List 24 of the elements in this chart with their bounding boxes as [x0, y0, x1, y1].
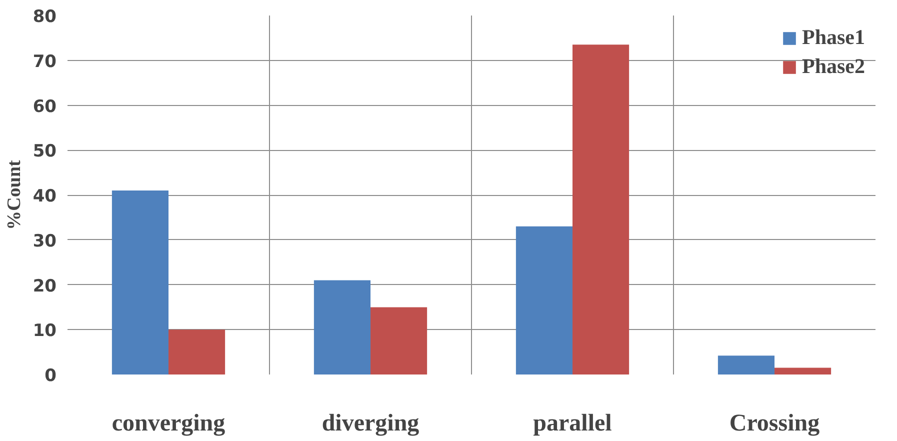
- bar: [516, 226, 572, 374]
- bar: [718, 356, 774, 374]
- bar: [572, 44, 630, 374]
- y-tick-label: 50: [32, 142, 57, 162]
- x-tick-label: diverging: [322, 410, 420, 436]
- y-tick-label: 0: [44, 366, 57, 386]
- y-tick-label: 20: [32, 276, 57, 296]
- y-tick-label: 40: [32, 186, 57, 206]
- y-tick-label: 80: [32, 7, 57, 27]
- bar: [168, 330, 226, 374]
- x-tick-label: Crossing: [729, 410, 820, 436]
- bar: [314, 280, 370, 374]
- x-tick-label: converging: [112, 410, 226, 436]
- legend-label: Phase1: [802, 25, 865, 50]
- x-tick-label: parallel: [533, 410, 612, 436]
- bar: [112, 190, 168, 374]
- bar: [774, 368, 832, 374]
- y-tick-label: 10: [32, 321, 57, 342]
- y-tick-label: 30: [32, 231, 57, 252]
- y-axis-title: %Count: [4, 159, 25, 230]
- legend-label: Phase2: [802, 54, 865, 79]
- y-tick-label: 70: [32, 52, 57, 72]
- bar: [370, 307, 428, 374]
- y-tick-label: 60: [32, 96, 57, 117]
